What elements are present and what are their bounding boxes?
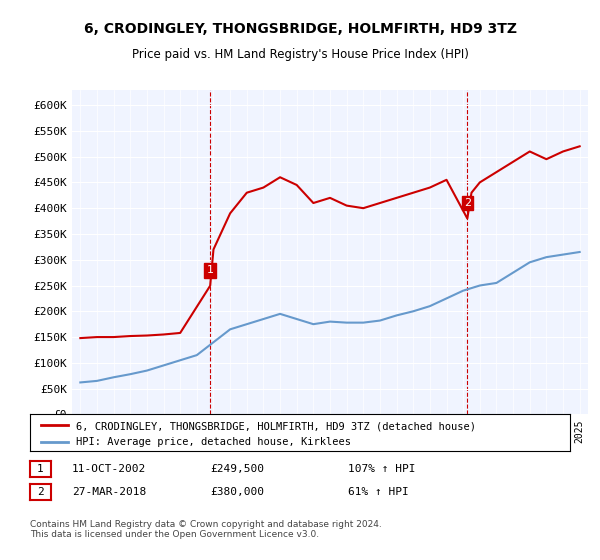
Text: 27-MAR-2018: 27-MAR-2018 (72, 487, 146, 497)
Text: 6, CRODINGLEY, THONGSBRIDGE, HOLMFIRTH, HD9 3TZ: 6, CRODINGLEY, THONGSBRIDGE, HOLMFIRTH, … (83, 22, 517, 36)
Text: 107% ↑ HPI: 107% ↑ HPI (348, 464, 415, 474)
Text: £249,500: £249,500 (210, 464, 264, 474)
Text: 61% ↑ HPI: 61% ↑ HPI (348, 487, 409, 497)
Text: 2: 2 (464, 198, 471, 208)
Text: Contains HM Land Registry data © Crown copyright and database right 2024.
This d: Contains HM Land Registry data © Crown c… (30, 520, 382, 539)
Text: 11-OCT-2002: 11-OCT-2002 (72, 464, 146, 474)
Text: 1: 1 (37, 464, 44, 474)
Text: 2: 2 (37, 487, 44, 497)
Text: 6, CRODINGLEY, THONGSBRIDGE, HOLMFIRTH, HD9 3TZ (detached house): 6, CRODINGLEY, THONGSBRIDGE, HOLMFIRTH, … (76, 421, 476, 431)
Text: HPI: Average price, detached house, Kirklees: HPI: Average price, detached house, Kirk… (76, 437, 351, 447)
Text: 1: 1 (206, 265, 214, 276)
Text: £380,000: £380,000 (210, 487, 264, 497)
Text: Price paid vs. HM Land Registry's House Price Index (HPI): Price paid vs. HM Land Registry's House … (131, 48, 469, 60)
